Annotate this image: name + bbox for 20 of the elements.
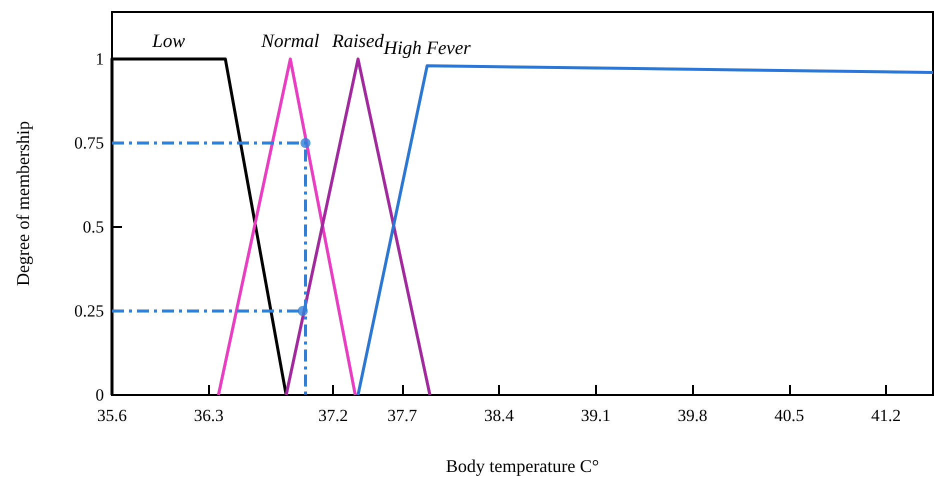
x-tick-label: 41.2: [871, 406, 901, 425]
x-tick-label: 37.7: [387, 406, 418, 425]
x-tick-label: 37.2: [318, 406, 348, 425]
series-label: High Fever: [382, 38, 472, 59]
x-tick-label: 35.6: [97, 406, 127, 425]
x-tick-label: 39.1: [580, 406, 611, 425]
x-tick-label: 36.3: [194, 406, 224, 425]
y-tick-label: 1: [96, 50, 104, 69]
x-tick-label: 40.5: [774, 406, 804, 425]
series-label: Low: [151, 31, 186, 52]
y-tick-label: 0.5: [82, 218, 104, 237]
y-tick-label: 0.25: [74, 302, 104, 321]
y-axis-title: Degree of membership: [13, 121, 33, 286]
x-axis-title: Body temperature C°: [446, 456, 600, 476]
y-tick-label: 0.75: [74, 134, 104, 153]
y-tick-label: 0: [96, 386, 104, 404]
series-label: Raised: [331, 31, 384, 52]
series-label: Normal: [260, 31, 320, 52]
x-tick-label: 38.4: [484, 406, 514, 425]
x-tick-label: 39.8: [678, 406, 708, 425]
